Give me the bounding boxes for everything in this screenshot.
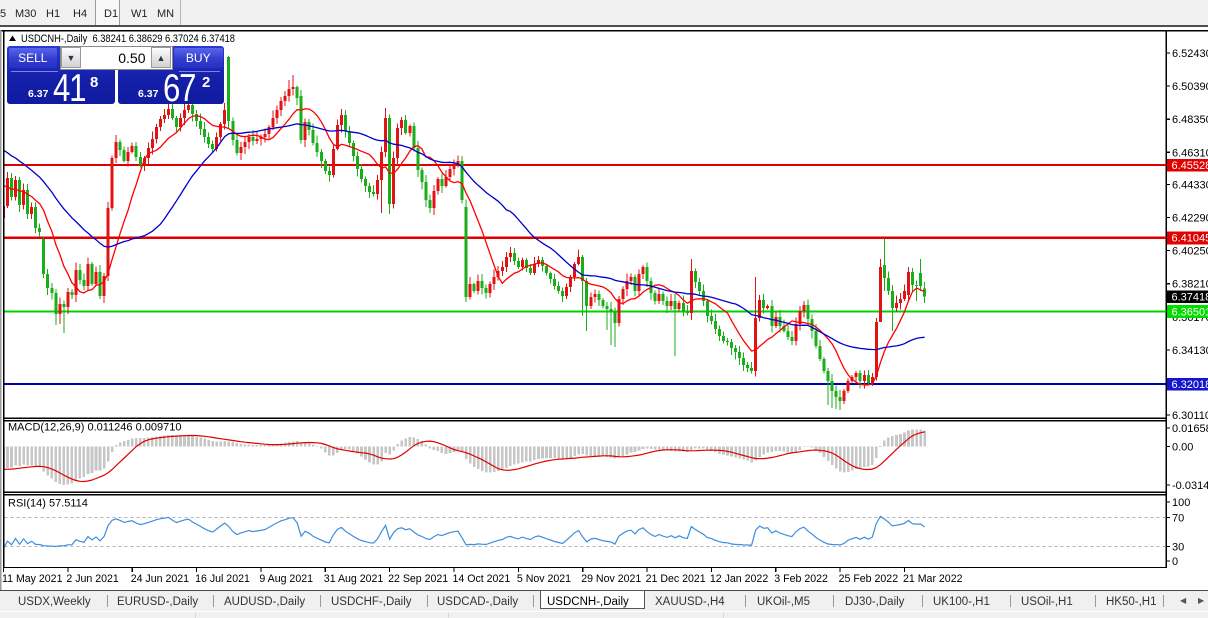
svg-text:24 Jun 2021: 24 Jun 2021 (131, 573, 189, 585)
svg-text:6.45528: 6.45528 (1172, 160, 1208, 172)
svg-text:6.32018: 6.32018 (1172, 379, 1208, 391)
svg-text:6.38210: 6.38210 (1172, 279, 1208, 291)
svg-text:11 May 2021: 11 May 2021 (2, 573, 63, 585)
svg-text:100: 100 (1172, 497, 1190, 509)
svg-text:22 Sep 2021: 22 Sep 2021 (388, 573, 448, 585)
svg-text:MACD(12,26,9) 0.011246 0.00971: MACD(12,26,9) 0.011246 0.009710 (8, 422, 181, 434)
svg-text:0.016586: 0.016586 (1172, 423, 1208, 435)
svg-text:29 Nov 2021: 29 Nov 2021 (581, 573, 641, 585)
svg-text:USDCNH-,Daily 6.38241 6.38629: USDCNH-,Daily 6.38241 6.38629 6.37024 6.… (21, 33, 235, 45)
svg-text:6.41045: 6.41045 (1172, 233, 1208, 245)
svg-text:0: 0 (1172, 556, 1178, 568)
svg-text:6.46310: 6.46310 (1172, 147, 1208, 159)
svg-text:-0.031421: -0.031421 (1172, 480, 1208, 492)
svg-text:6.30110: 6.30110 (1172, 410, 1208, 422)
svg-text:70: 70 (1172, 513, 1184, 525)
svg-text:6.36501: 6.36501 (1172, 306, 1208, 318)
svg-text:12 Jan 2022: 12 Jan 2022 (710, 573, 768, 585)
svg-text:0.00: 0.00 (1172, 442, 1193, 454)
svg-text:21 Dec 2021: 21 Dec 2021 (646, 573, 706, 585)
svg-text:RSI(14) 57.5114: RSI(14) 57.5114 (8, 498, 88, 510)
svg-text:9 Aug 2021: 9 Aug 2021 (259, 573, 313, 585)
svg-text:6.44330: 6.44330 (1172, 179, 1208, 191)
svg-text:30: 30 (1172, 541, 1184, 553)
svg-text:5 Nov 2021: 5 Nov 2021 (517, 573, 571, 585)
svg-text:6.50390: 6.50390 (1172, 81, 1208, 93)
svg-text:6.37418: 6.37418 (1172, 292, 1208, 304)
svg-text:21 Mar 2022: 21 Mar 2022 (903, 573, 963, 585)
svg-text:6.40250: 6.40250 (1172, 246, 1208, 258)
svg-text:3 Feb 2022: 3 Feb 2022 (774, 573, 828, 585)
svg-text:6.52430: 6.52430 (1172, 48, 1208, 60)
svg-text:31 Aug 2021: 31 Aug 2021 (324, 573, 384, 585)
svg-text:2 Jun 2021: 2 Jun 2021 (66, 573, 119, 585)
svg-text:6.34130: 6.34130 (1172, 345, 1208, 357)
svg-text:6.48350: 6.48350 (1172, 114, 1208, 126)
svg-text:6.42290: 6.42290 (1172, 213, 1208, 225)
svg-text:14 Oct 2021: 14 Oct 2021 (453, 573, 511, 585)
svg-text:16 Jul 2021: 16 Jul 2021 (195, 573, 250, 585)
svg-text:25 Feb 2022: 25 Feb 2022 (839, 573, 899, 585)
